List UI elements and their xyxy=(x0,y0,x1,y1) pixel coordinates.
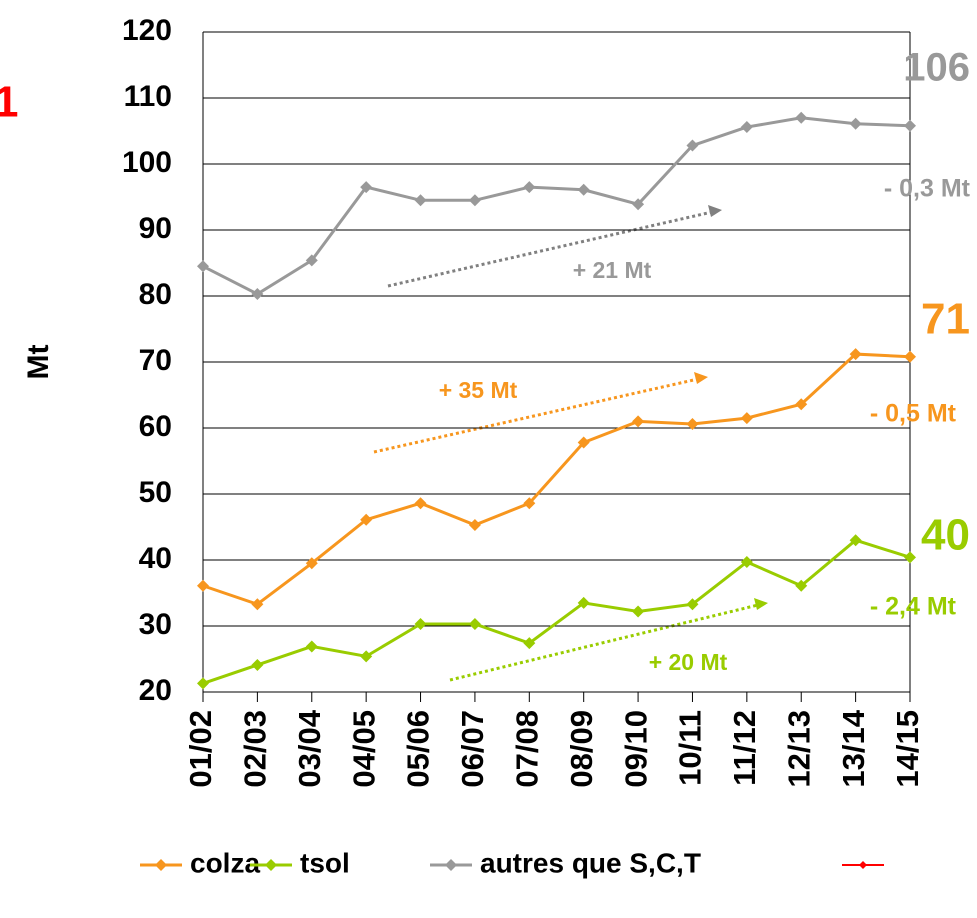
point xyxy=(305,557,318,570)
point xyxy=(360,181,373,194)
point xyxy=(686,598,699,611)
annotation: + 35 Mt xyxy=(439,377,518,403)
point xyxy=(305,254,318,267)
point xyxy=(305,640,318,653)
y-tick-label: 20 xyxy=(139,674,172,707)
y-tick-label: 60 xyxy=(139,410,172,443)
point xyxy=(197,677,209,690)
x-tick-label: 11/12 xyxy=(727,710,762,786)
series-line xyxy=(202,352,911,606)
point xyxy=(577,596,590,609)
point xyxy=(360,513,373,526)
y-tick-label: 100 xyxy=(122,146,172,179)
point xyxy=(632,605,645,618)
point xyxy=(197,579,209,592)
x-tick-label: 03/04 xyxy=(292,709,327,787)
point xyxy=(414,618,427,631)
annotation: 71 xyxy=(921,295,970,344)
trend-arrow xyxy=(387,210,713,288)
x-tick-label: 01/02 xyxy=(183,710,218,788)
x-tick-label: 10/11 xyxy=(673,710,708,786)
point xyxy=(632,198,645,211)
point xyxy=(251,658,264,671)
y-tick-label: 110 xyxy=(124,80,172,113)
arrow-head xyxy=(754,598,768,610)
point xyxy=(740,555,753,568)
legend-label: autres que S,C,T xyxy=(480,847,701,878)
trend-arrows xyxy=(373,205,768,682)
point xyxy=(577,436,590,449)
x-tick-label: 05/06 xyxy=(401,710,436,788)
x-tick-label: 06/07 xyxy=(455,710,490,788)
arrow-head xyxy=(708,205,722,217)
y-tick-label: 90 xyxy=(139,212,172,245)
y-tick-label: 120 xyxy=(122,14,172,47)
point xyxy=(849,348,862,361)
legend-marker xyxy=(445,859,457,871)
point xyxy=(795,579,808,592)
y-tick-label: 30 xyxy=(139,608,172,641)
point xyxy=(360,650,373,663)
point xyxy=(523,637,536,650)
legend-extra xyxy=(842,861,884,869)
point xyxy=(577,183,590,196)
point xyxy=(686,418,699,431)
legend-marker xyxy=(155,859,167,871)
annotation: 1 xyxy=(0,78,18,127)
y-tick-label: 50 xyxy=(139,476,172,509)
legend-marker xyxy=(859,861,867,869)
trend-arrow xyxy=(373,377,699,454)
annotation: 40 xyxy=(921,511,970,560)
point xyxy=(904,350,916,363)
annotation: 106 xyxy=(903,46,970,90)
legend-label: tsol xyxy=(300,847,350,878)
point xyxy=(251,288,264,301)
point xyxy=(740,412,753,425)
point xyxy=(468,618,481,631)
point xyxy=(414,194,427,207)
point xyxy=(468,519,481,532)
legend-marker xyxy=(265,859,277,871)
annotation: - 0,3 Mt xyxy=(884,175,971,203)
x-tick-label: 13/14 xyxy=(836,709,871,787)
point xyxy=(523,181,536,194)
x-tick-label: 14/15 xyxy=(890,710,925,788)
point xyxy=(197,260,209,273)
series-line xyxy=(202,538,911,685)
legend-label: colza xyxy=(190,847,260,878)
point xyxy=(740,121,753,134)
x-tick-label: 04/05 xyxy=(346,710,381,788)
trend-arrow xyxy=(449,603,759,682)
y-tick-label: 80 xyxy=(139,278,172,311)
point xyxy=(904,551,916,564)
x-tick-label: 07/08 xyxy=(509,710,544,788)
annotation: + 20 Mt xyxy=(649,649,728,675)
point xyxy=(686,139,699,152)
point xyxy=(523,497,536,510)
point xyxy=(632,415,645,428)
annotation: - 2,4 Mt xyxy=(870,593,957,621)
point xyxy=(251,598,264,611)
x-tick-label: 02/03 xyxy=(238,710,273,788)
y-axis-label: Mt xyxy=(22,345,55,380)
annotation: - 0,5 Mt xyxy=(870,400,957,428)
point xyxy=(795,398,808,411)
point xyxy=(414,497,427,510)
point xyxy=(904,119,916,132)
arrow-head xyxy=(694,372,708,384)
x-tick-label: 12/13 xyxy=(781,710,816,788)
point xyxy=(849,534,862,547)
point xyxy=(468,194,481,207)
y-tick-label: 40 xyxy=(139,542,172,575)
annotation: + 21 Mt xyxy=(573,257,652,283)
series-line xyxy=(202,116,911,296)
point xyxy=(849,117,862,130)
x-tick-label: 08/09 xyxy=(564,710,599,788)
y-tick-label: 70 xyxy=(139,344,172,377)
x-tick-label: 09/10 xyxy=(618,710,653,788)
point xyxy=(795,111,808,124)
